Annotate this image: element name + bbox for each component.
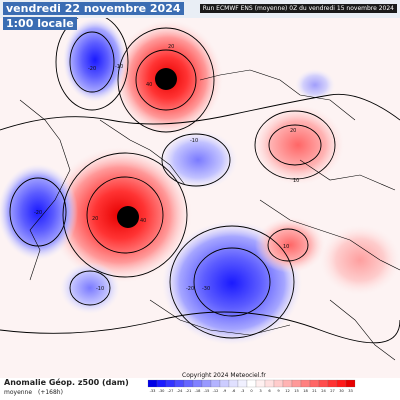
legend-tick-label: 15 [294, 389, 299, 393]
label-ridge-greenland-outer: 20 [92, 216, 98, 222]
legend-swatch [201, 379, 212, 388]
legend-tick-label: -21 [186, 389, 192, 393]
legend-swatch [300, 379, 311, 388]
trough-hudson-shade [0, 164, 78, 260]
ridge-west-asia-shade [255, 217, 325, 273]
ridge-pacific-core [155, 68, 177, 90]
legend-swatch [192, 379, 203, 388]
color-legend: -33 -30 -27 -24 -21 -18 -15 -12 -9 -6 -3 0 3 6 9 12 15 18… [147, 379, 356, 393]
label-ridge-west-asia: 10 [283, 244, 289, 250]
label-trough-east-siberia: -10 [190, 138, 198, 144]
ridge-greenland-core [117, 206, 139, 228]
legend-swatch [219, 379, 230, 388]
legend-tick-label: 6 [268, 389, 271, 393]
coastlines [19, 69, 400, 361]
legend-swatch [336, 379, 347, 388]
label-trough-europe-inner: -30 [202, 286, 210, 292]
label-trough-hudson: -20 [34, 210, 42, 216]
legend-swatch [264, 379, 275, 388]
label-trough-atlantic: -10 [96, 286, 104, 292]
legend-swatch [273, 379, 284, 388]
label-ridge-greenland-inner: 40 [140, 218, 146, 224]
legend-swatch [156, 379, 167, 388]
legend-tick-label: 3 [259, 389, 261, 393]
contour-labels: 20 40 -20 -10 -10 20 10 20 40 -20 -20 -3… [34, 44, 299, 292]
label-ridge-pacific-inner: 40 [146, 82, 152, 88]
legend-swatch [291, 379, 302, 388]
legend-tick-label: -15 [204, 389, 210, 393]
legend-swatch [318, 379, 329, 388]
legend-tick-label: 12 [285, 389, 290, 393]
label-trough-europe-outer: -20 [186, 286, 194, 292]
legend-tick-label: 27 [330, 389, 335, 393]
label-trough-alaska-outer: -10 [115, 64, 123, 70]
label-ridge-siberia-outer: 10 [293, 178, 299, 184]
legend-tick-label: -12 [213, 389, 219, 393]
legend-tick-label: -9 [223, 389, 227, 393]
field-title: Anomalie Géop. z500 (dam) [4, 378, 129, 387]
legend-swatch [345, 379, 356, 388]
legend-swatch [147, 379, 158, 388]
legend-tick-label: -33 [150, 389, 156, 393]
run-info: Run ECMWF ENS (moyenne) 0Z du vendredi 1… [199, 4, 397, 13]
legend-swatch [210, 379, 221, 388]
valid-date: vendredi 22 novembre 2024 [3, 2, 184, 15]
trough-arctic-small-shade [295, 69, 335, 101]
legend-tick-label: 18 [303, 389, 308, 393]
legend-swatch [327, 379, 338, 388]
legend-tick-label: 33 [348, 389, 353, 393]
legend-tick-label: -3 [241, 389, 245, 393]
legend-swatch [309, 379, 320, 388]
legend-tick-label: 30 [339, 389, 344, 393]
copyright-notice: Copyright 2024 Meteociel.fr [182, 372, 266, 379]
legend-tick-label: 9 [277, 389, 280, 393]
legend-tick-label: 21 [312, 389, 317, 393]
valid-time: 1:00 locale [3, 17, 77, 30]
legend-tick-label: -30 [159, 389, 166, 393]
legend-swatch [237, 379, 248, 388]
legend-tick-label: 24 [321, 389, 326, 393]
legend-tick-label: -6 [232, 389, 236, 393]
legend-swatch [174, 379, 185, 388]
legend-tick-label: -27 [168, 389, 174, 393]
legend-tick-label: -18 [195, 389, 202, 393]
legend-swatch [282, 379, 293, 388]
legend-tick-label: -24 [177, 389, 184, 393]
field-subtitle: moyenne (+168h) [4, 389, 67, 396]
field-subtitle-mean: moyenne [4, 389, 33, 396]
label-trough-alaska-inner: -20 [88, 66, 96, 72]
legend-swatch [228, 379, 239, 388]
trough-alaska-shade [63, 18, 127, 102]
ridge-siberia-shade [252, 105, 344, 185]
ridge-east-asia-shade [320, 225, 400, 295]
field-subtitle-lead: (+168h) [37, 389, 63, 396]
legend-swatch [165, 379, 176, 388]
height-contours [0, 13, 400, 344]
label-ridge-pacific-outer: 20 [168, 44, 174, 50]
trough-atlantic-shade [60, 262, 120, 314]
legend-swatch [183, 379, 194, 388]
label-ridge-siberia-inner: 20 [290, 128, 296, 134]
legend-swatch [255, 379, 266, 388]
legend-swatch [246, 379, 257, 388]
legend-tick-label: 0 [250, 389, 253, 393]
